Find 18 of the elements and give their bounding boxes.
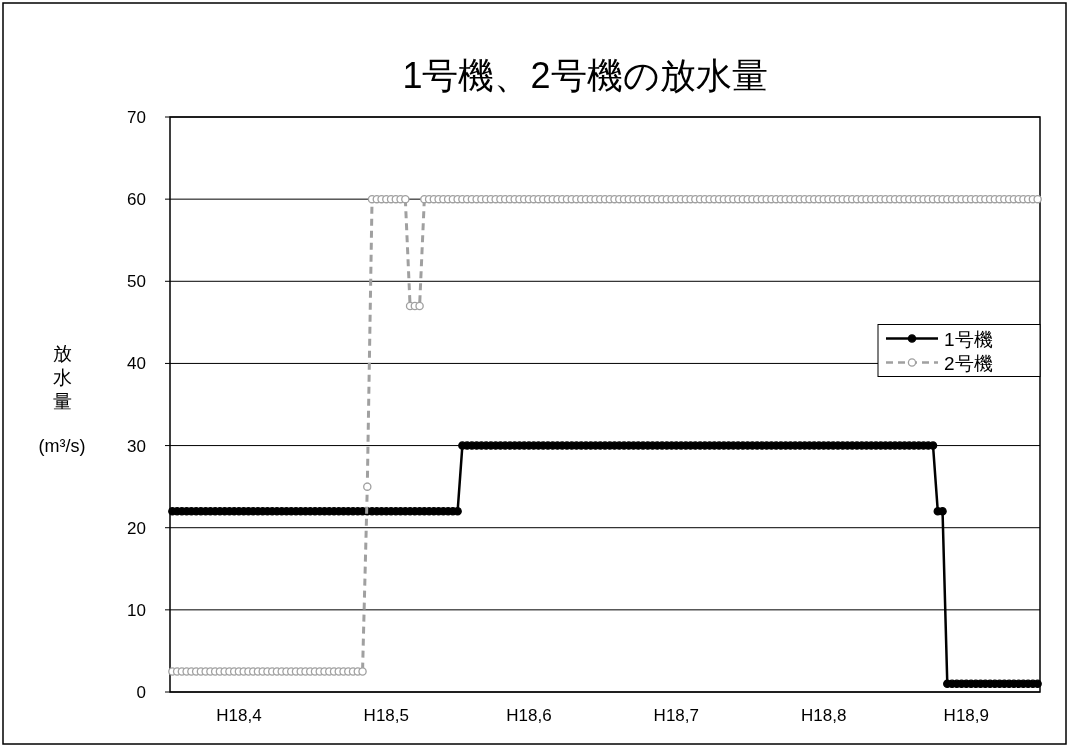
y-tick-label: 50 [127,272,146,292]
text: 放水量 (m³/s) [38,343,86,456]
y-tick-label: 30 [127,436,146,456]
y-tick-label: 10 [127,600,146,620]
y-tick-label: 0 [136,683,146,702]
x-tick-label: H18,4 [216,706,262,725]
y-tick-label: 40 [127,354,146,374]
y-tick-label: 20 [127,518,146,538]
x-tick-label: H18,6 [506,706,552,725]
x-tick-label: H18,8 [801,706,847,725]
y-tick-label: 60 [127,190,146,210]
legend-label: 2号機 [944,352,993,374]
x-tick-label: H18,7 [653,706,699,725]
x-tick-label: H18,5 [363,706,409,725]
legend-label: 1号機 [944,328,993,350]
y-tick-label: 70 [127,108,146,127]
x-tick-label: H18,9 [943,706,989,725]
chart-title: 1号機、2号機の放水量 [402,55,768,96]
